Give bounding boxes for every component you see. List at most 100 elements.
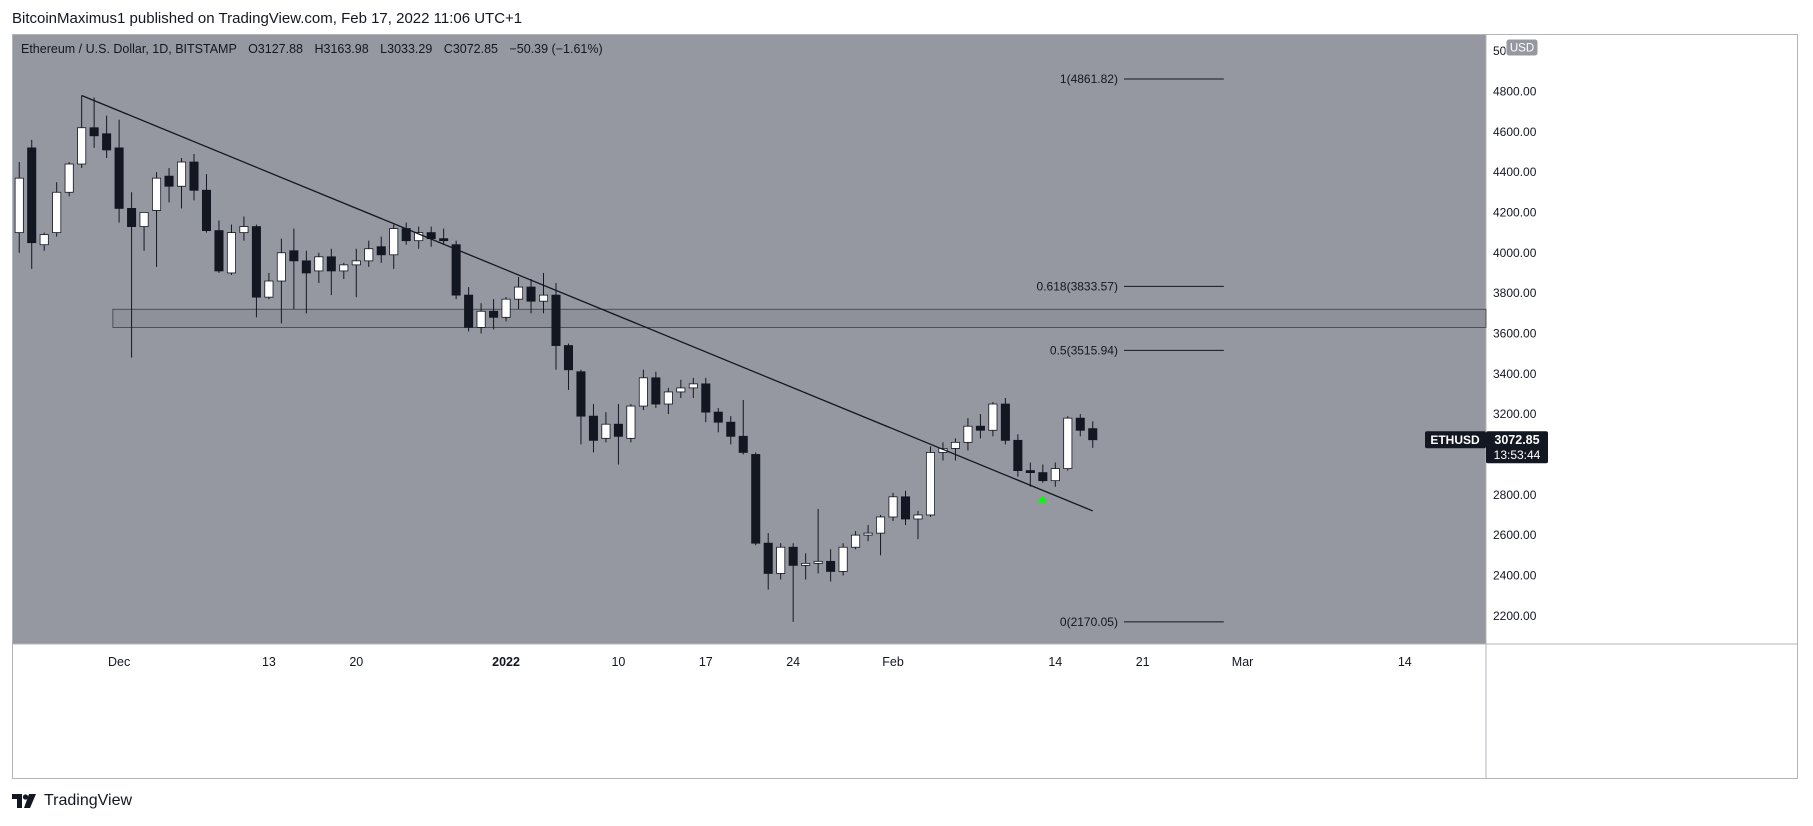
candle [576, 369, 586, 445]
candle [876, 514, 886, 556]
price-axis-tick-label: 2400.00 [1493, 568, 1537, 582]
publish-line: BitcoinMaximus1 published on TradingView… [12, 10, 523, 27]
candle [676, 379, 686, 398]
candle-body [950, 441, 960, 449]
candle [950, 438, 960, 461]
candle-body [788, 546, 798, 566]
candle [763, 533, 773, 590]
candle [476, 303, 486, 334]
price-axis-tick-label: 4400.00 [1493, 165, 1537, 179]
candle-body [501, 298, 511, 318]
price-axis-tick-label: 3400.00 [1493, 367, 1537, 381]
price-label-bg [1486, 431, 1548, 464]
candle [77, 95, 87, 169]
candle-body [127, 208, 137, 227]
fib-level-label: 0.5(3515.94) [1050, 343, 1118, 357]
candle-body [214, 230, 224, 272]
candle-body [626, 405, 636, 439]
candle [39, 232, 49, 251]
candle [251, 224, 261, 318]
candle-body [738, 435, 748, 453]
legend-open-value: 3127.88 [258, 42, 303, 56]
candle-body [538, 294, 549, 302]
time-axis-tick-label: Feb [882, 655, 904, 669]
candle [102, 115, 112, 158]
time-axis-tick-label: 14 [1398, 655, 1412, 669]
time-axis-tick-label: 20 [349, 655, 363, 669]
candle [1075, 414, 1085, 437]
footer: TradingView [12, 792, 132, 810]
marker-layer [1037, 495, 1048, 503]
candle [601, 412, 611, 443]
price-axis[interactable]: 2200.002400.002600.002800.003000.003200.… [1493, 44, 1537, 623]
candle [114, 119, 124, 223]
candle-body [1050, 468, 1060, 482]
chart-svg[interactable]: 1(4861.82) 0.618(3833.57) 0.5(3515.94) 0(21… [13, 35, 1797, 778]
candle-body [826, 560, 836, 572]
candle [826, 549, 836, 582]
legend-symbol: Ethereum / U.S. Dollar, 1D, BITSTAMP [21, 42, 237, 56]
candle [751, 452, 761, 546]
candle [738, 400, 748, 455]
candle-body [726, 421, 736, 437]
candle-body [14, 177, 24, 234]
candle [1000, 397, 1010, 445]
legend-change: −50.39 (−1.61%) [510, 42, 603, 56]
time-axis-tick-label: 2022 [492, 655, 520, 669]
candle-body [52, 191, 62, 234]
candle [314, 252, 324, 284]
candle [1063, 416, 1073, 471]
legend-open-label: O [248, 42, 258, 56]
time-axis-tick-label: 24 [786, 655, 800, 669]
candle [626, 404, 636, 443]
time-axis-tick-label: 14 [1048, 655, 1062, 669]
chart-frame[interactable]: 1(4861.82) 0.618(3833.57) 0.5(3515.94) 0(21… [12, 34, 1798, 779]
candle [264, 272, 274, 300]
price-axis-tick-label: 4600.00 [1493, 125, 1537, 139]
candle [801, 553, 811, 580]
legend-high-value: 3163.98 [324, 42, 369, 56]
candle [14, 162, 24, 253]
candle [301, 250, 311, 314]
candle [551, 283, 561, 370]
currency-button-label: USD [1510, 43, 1534, 55]
candle [376, 236, 386, 263]
candle [925, 446, 936, 517]
price-label-countdown: 13:53:44 [1494, 448, 1541, 462]
candle-body [813, 560, 823, 564]
candle [289, 228, 299, 310]
plot-background [13, 35, 1486, 644]
candle [638, 369, 648, 411]
candle [27, 139, 37, 269]
legend-high-label: H [314, 42, 323, 56]
candle-body [1038, 472, 1048, 482]
support-zone-layer [112, 308, 1487, 328]
candle-body [39, 234, 49, 246]
candle [451, 240, 461, 300]
legend-low-value: 3033.29 [387, 42, 432, 56]
candle [176, 157, 187, 209]
candle [900, 490, 911, 526]
price-axis-tick-label: 4000.00 [1493, 246, 1537, 260]
candle [239, 216, 249, 241]
candle-body [900, 496, 911, 520]
time-axis-tick-label: 21 [1136, 655, 1150, 669]
candle-body [913, 514, 923, 520]
candle [538, 272, 549, 314]
candle [201, 174, 212, 233]
price-axis-tick-label: 4200.00 [1493, 205, 1537, 219]
last-price-label: ETHUSD 3072.85 13:53:44 [1425, 431, 1548, 464]
candle [1050, 462, 1060, 487]
candle [651, 371, 661, 409]
candle [1013, 434, 1023, 477]
candle-body [1063, 417, 1073, 469]
candle-body [326, 256, 336, 272]
candle-body [276, 252, 286, 282]
candle-body [763, 542, 773, 574]
candle-body [988, 403, 998, 431]
descending-trendline [81, 94, 1094, 512]
candle [226, 224, 236, 275]
candle-body [339, 264, 349, 272]
time-axis[interactable]: Dec 13 20 2022 10 17 24 Feb 14 21 Mar 14 [108, 655, 1412, 669]
currency-button[interactable]: USD [1505, 38, 1539, 57]
